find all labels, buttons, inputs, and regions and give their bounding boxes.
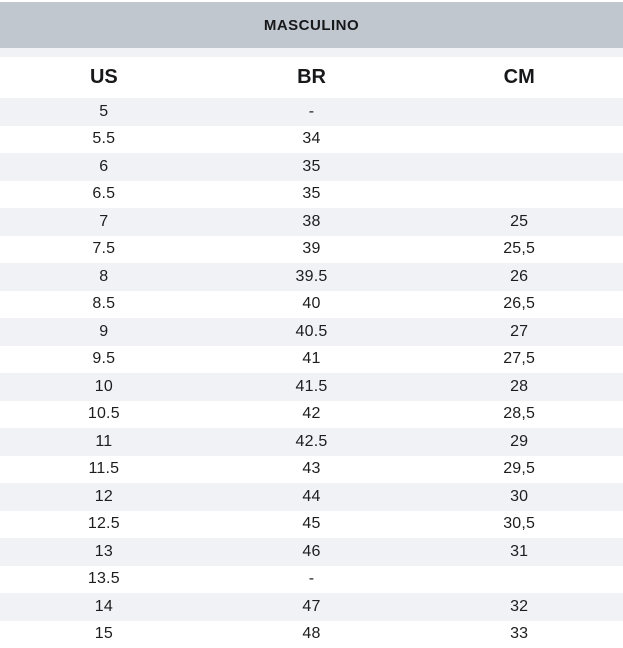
cell-us: 6.5	[92, 185, 116, 203]
cell-cm: 28	[510, 377, 529, 395]
table-row: 11.5 43 29,5	[0, 455, 623, 483]
cell-br: 40	[302, 295, 321, 313]
table-row: 12.5 45 30,5	[0, 510, 623, 538]
cell-br: 39	[302, 240, 321, 258]
cell-us: 6	[99, 157, 109, 175]
table-row: 8 39.5 26	[0, 263, 623, 291]
cell-cm: 33	[510, 625, 529, 643]
table-row: 14 47 32	[0, 593, 623, 621]
cell-br: 35	[302, 185, 321, 203]
cell-us: 13.5	[87, 570, 120, 588]
cell-br: 42.5	[295, 432, 328, 450]
cell-us: 5.5	[92, 130, 116, 148]
table-row: 8.5 40 26,5	[0, 290, 623, 318]
table-row: 5.5 34	[0, 125, 623, 153]
table-body: 5-5.5 34 6 35 6.5 35 7 38 25 7.5 39 25,5 8 39.5 26 8.5 4…	[0, 98, 623, 648]
cell-br: 38	[302, 212, 321, 230]
cell-br: 40.5	[295, 322, 328, 340]
cell-us: 12	[94, 487, 113, 505]
column-header-cm: CM	[503, 66, 535, 88]
table-row: 7.5 39 25,5	[0, 235, 623, 263]
column-header-us: US	[89, 66, 118, 88]
cell-us: 7.5	[92, 240, 116, 258]
table-row: 9 40.5 27	[0, 318, 623, 346]
table-row: 12 44 30	[0, 483, 623, 511]
cell-cm: 30	[510, 487, 529, 505]
cell-us: 13	[94, 542, 113, 560]
table-row: 6 35	[0, 153, 623, 181]
cell-br: 46	[302, 542, 321, 560]
cell-br: 41	[302, 350, 321, 368]
table-row: 5-	[0, 98, 623, 126]
cell-cm: 25	[510, 212, 529, 230]
cell-br: 43	[302, 460, 321, 478]
table-row: 7 38 25	[0, 208, 623, 236]
cell-us: 10	[94, 377, 113, 395]
cell-cm: 27	[510, 322, 529, 340]
cell-us: 12.5	[87, 515, 120, 533]
cell-cm: 25,5	[503, 240, 536, 258]
cell-cm: 32	[510, 597, 529, 615]
cell-cm: 31	[510, 542, 529, 560]
column-header-br: BR	[297, 66, 326, 88]
cell-us: 11	[95, 432, 113, 450]
table-title: MASCULINO	[263, 16, 360, 34]
cell-cm: 27,5	[503, 350, 536, 368]
spacer-row	[0, 48, 623, 57]
cell-us: 7	[99, 212, 109, 230]
cell-br: 35	[302, 157, 321, 175]
cell-us: 15	[94, 625, 113, 643]
cell-cm: 26	[510, 267, 529, 285]
table-row: 6.5 35	[0, 180, 623, 208]
cell-cm: 28,5	[503, 405, 536, 423]
table-row: 13 46 31	[0, 538, 623, 566]
cell-br: 47	[302, 597, 321, 615]
cell-us: 14	[94, 597, 113, 615]
cell-br: 39.5	[295, 267, 328, 285]
cell-us: 5	[99, 102, 109, 120]
cell-us: 11.5	[88, 460, 120, 478]
table-row: 11 42.5 29	[0, 428, 623, 456]
cell-cm: 29	[510, 432, 529, 450]
table-row: 9.5 41 27,5	[0, 345, 623, 373]
cell-us: 9.5	[92, 350, 116, 368]
cell-br: 41.5	[295, 377, 328, 395]
table-title-band: MASCULINO	[0, 2, 623, 48]
table-header-row: US BR CM	[0, 57, 623, 98]
cell-br: 34	[302, 130, 321, 148]
cell-cm: 26,5	[503, 295, 536, 313]
cell-us: 8	[99, 267, 109, 285]
cell-us: 9	[99, 322, 109, 340]
table-row: 13.5 -	[0, 565, 623, 593]
cell-us: 10.5	[87, 405, 120, 423]
table-row: 10.5 42 28,5	[0, 400, 623, 428]
cell-br: -	[308, 570, 315, 588]
table-row: 15 48 33	[0, 620, 623, 648]
cell-br: -	[308, 102, 315, 120]
cell-br: 45	[302, 515, 321, 533]
cell-cm: 29,5	[503, 460, 536, 478]
table-row: 10 41.5 28	[0, 373, 623, 401]
cell-br: 44	[302, 487, 321, 505]
cell-cm: 30,5	[503, 515, 536, 533]
cell-br: 48	[302, 625, 321, 643]
cell-br: 42	[302, 405, 321, 423]
cell-us: 8.5	[92, 295, 116, 313]
